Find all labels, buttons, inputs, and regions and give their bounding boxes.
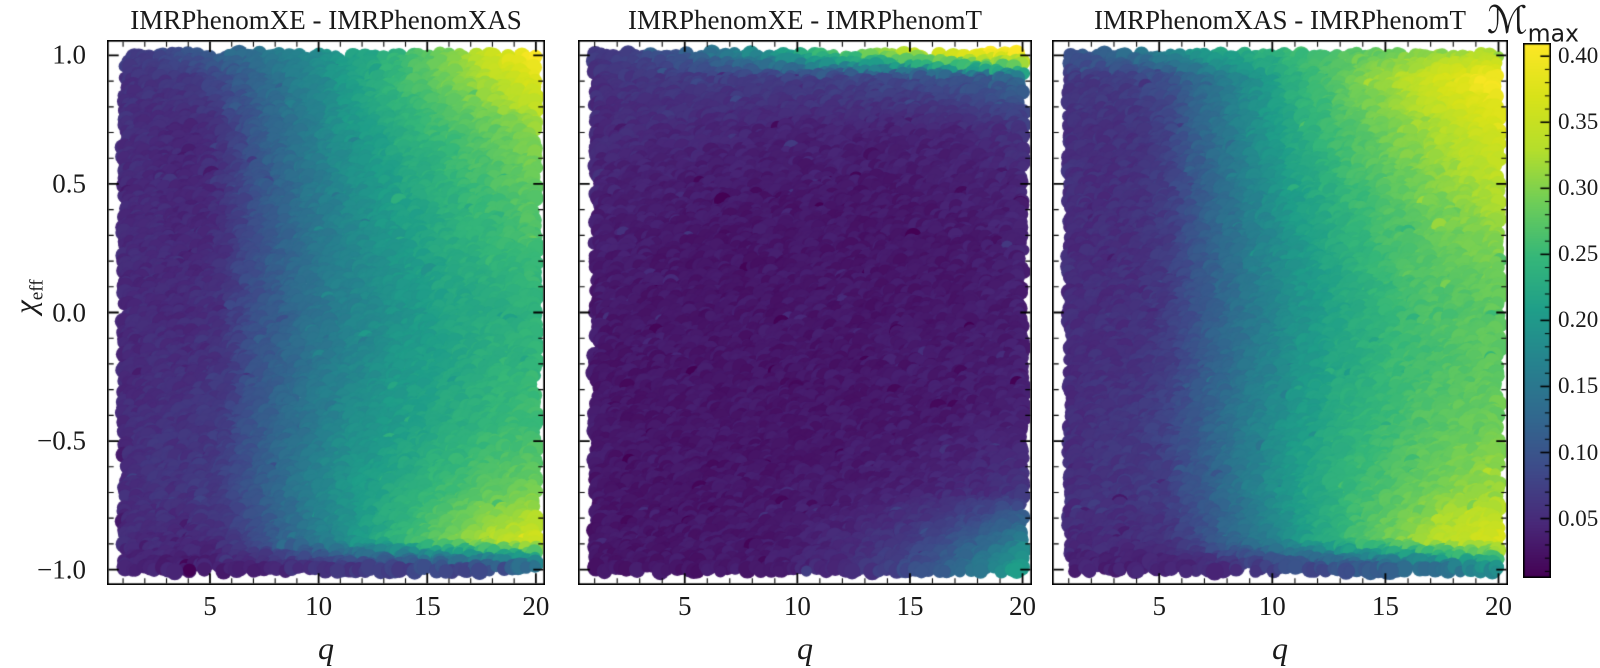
x-tick-label: 10 xyxy=(305,591,333,621)
scatter-canvas-xe-t xyxy=(578,40,1032,585)
y-tick-labels: 1.0 0.5 0.0 −0.5 −1.0 xyxy=(0,40,96,585)
panel-xe-xas: IMRPhenomXE - IMRPhenomXAS 5 10 15 20 q xyxy=(107,5,549,666)
x-tick-label: 5 xyxy=(677,591,692,621)
y-tick-label: 0.0 xyxy=(52,297,86,327)
panel-title-xe-xas: IMRPhenomXE - IMRPhenomXAS xyxy=(130,5,522,35)
chi-symbol: χ xyxy=(7,300,43,314)
colorbar-tick-label: 0.05 xyxy=(1558,505,1599,531)
chi-subscript: eff xyxy=(26,279,48,301)
panel-title-xas-t: IMRPhenomXAS - IMRPhenomT xyxy=(1093,5,1466,35)
panel-title-xe-t: IMRPhenomXE - IMRPhenomT xyxy=(628,5,982,35)
panel-xe-t: IMRPhenomXE - IMRPhenomT 5 10 15 20 q xyxy=(578,5,1036,666)
y-tick-label: −1.0 xyxy=(37,554,86,585)
scatter-canvas-xas-t xyxy=(1052,40,1508,585)
x-tick-label: 5 xyxy=(203,591,217,621)
y-axis-label: χeff xyxy=(7,237,48,357)
x-axis-label-xas-t: q xyxy=(1272,630,1288,666)
colorbar-tick-label: 0.15 xyxy=(1558,373,1599,399)
colorbar-tick-label: 0.10 xyxy=(1558,439,1599,465)
x-tick-label: 20 xyxy=(1485,591,1512,621)
x-tick-label: 15 xyxy=(413,591,441,621)
x-tick-labels-xe-xas: 5 10 15 20 xyxy=(107,591,549,627)
colorbar-tick-label: 0.35 xyxy=(1558,109,1599,135)
colorbar-tick-label: 0.20 xyxy=(1558,307,1599,333)
x-tick-label: 20 xyxy=(1009,591,1037,621)
mismatch-symbol: ℳ xyxy=(1487,0,1528,42)
colorbar-tick-label: 0.30 xyxy=(1558,175,1599,201)
y-tick-label: 0.5 xyxy=(52,168,86,199)
y-tick-label: 1.0 xyxy=(52,39,86,70)
x-tick-label: 10 xyxy=(783,591,811,621)
colorbar-label: ℳmax xyxy=(1487,0,1579,48)
x-axis-label-xe-xas: q xyxy=(318,630,334,666)
x-tick-labels-xas-t: 5 10 15 20 xyxy=(1052,591,1512,627)
panel-xas-t: IMRPhenomXAS - IMRPhenomT 5 10 15 20 q xyxy=(1052,5,1512,666)
x-tick-labels-xe-t: 5 10 15 20 xyxy=(578,591,1036,627)
colorbar xyxy=(1523,43,1551,578)
x-tick-label: 10 xyxy=(1258,591,1286,621)
x-tick-label: 15 xyxy=(1371,591,1399,621)
x-tick-label: 15 xyxy=(896,591,924,621)
scatter-canvas-xe-xas xyxy=(107,40,545,585)
x-tick-label: 5 xyxy=(1152,591,1166,621)
x-tick-label: 20 xyxy=(522,591,550,621)
colorbar-tick-label: 0.40 xyxy=(1558,43,1599,69)
mismatch-subscript: max xyxy=(1527,19,1579,48)
colorbar-tick-label: 0.25 xyxy=(1558,241,1599,267)
x-axis-label-xe-t: q xyxy=(797,630,813,666)
y-tick-label: −0.5 xyxy=(37,425,86,456)
